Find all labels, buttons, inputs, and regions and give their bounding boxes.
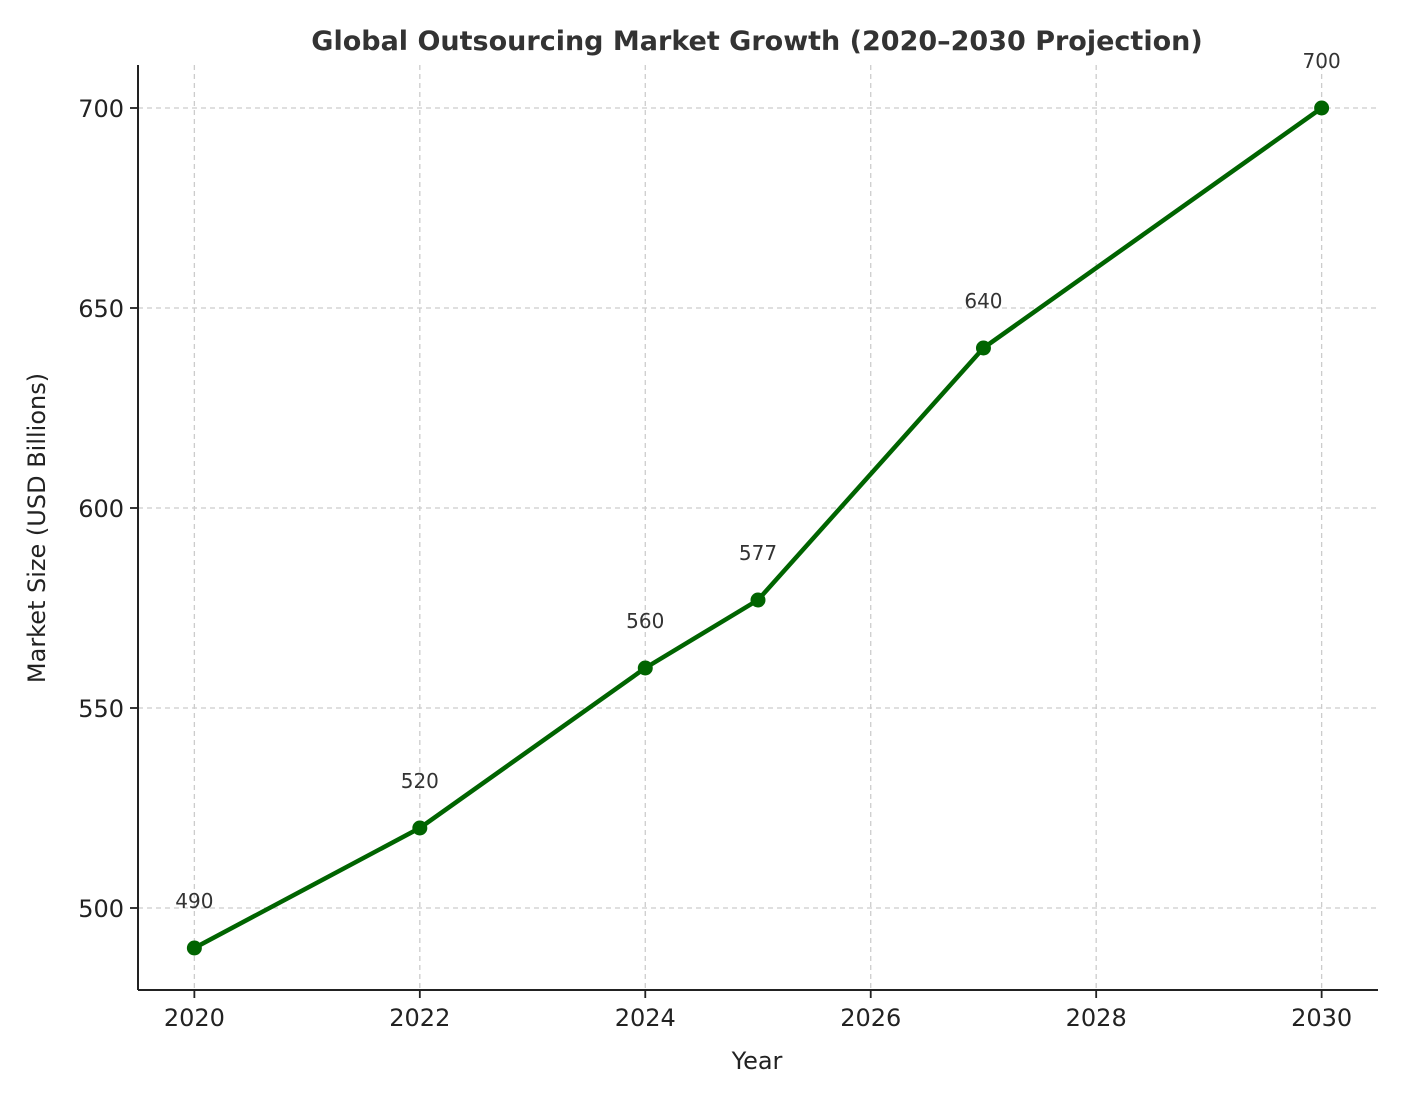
y-tick-label: 650 [78,295,124,323]
axes: 2020 2022 2024 2026 2028 2030 500 550 600 650 700 [78,65,1378,1032]
x-tick-label: 2022 [389,1004,450,1032]
y-tick-label: 600 [78,495,124,523]
grid [138,65,1378,990]
data-point [975,340,991,356]
y-tick-label: 550 [78,695,124,723]
data-point [412,820,428,836]
data-label: 640 [964,289,1002,313]
y-tick-label: 500 [78,895,124,923]
data-labels: 490 520 560 577 640 700 [175,49,1340,913]
x-tick-label: 2020 [164,1004,225,1032]
data-label: 520 [401,769,439,793]
chart-title: Global Outsourcing Market Growth (2020–2… [311,26,1202,57]
x-tick-label: 2030 [1291,1004,1352,1032]
data-point [1314,100,1330,116]
x-tick-label: 2026 [840,1004,901,1032]
data-label: 700 [1303,49,1341,73]
data-point [186,940,202,956]
series-line [193,106,1323,950]
data-label: 490 [175,889,213,913]
series [186,100,1330,956]
data-label: 560 [626,609,664,633]
x-axis-label: Year [731,1047,783,1075]
x-tick-label: 2028 [1066,1004,1127,1032]
data-point [750,592,766,608]
y-tick-label: 700 [78,95,124,123]
x-tick-label: 2024 [615,1004,676,1032]
data-point [637,660,653,676]
y-axis-label: Market Size (USD Billions) [23,373,51,683]
data-label: 577 [739,541,777,565]
